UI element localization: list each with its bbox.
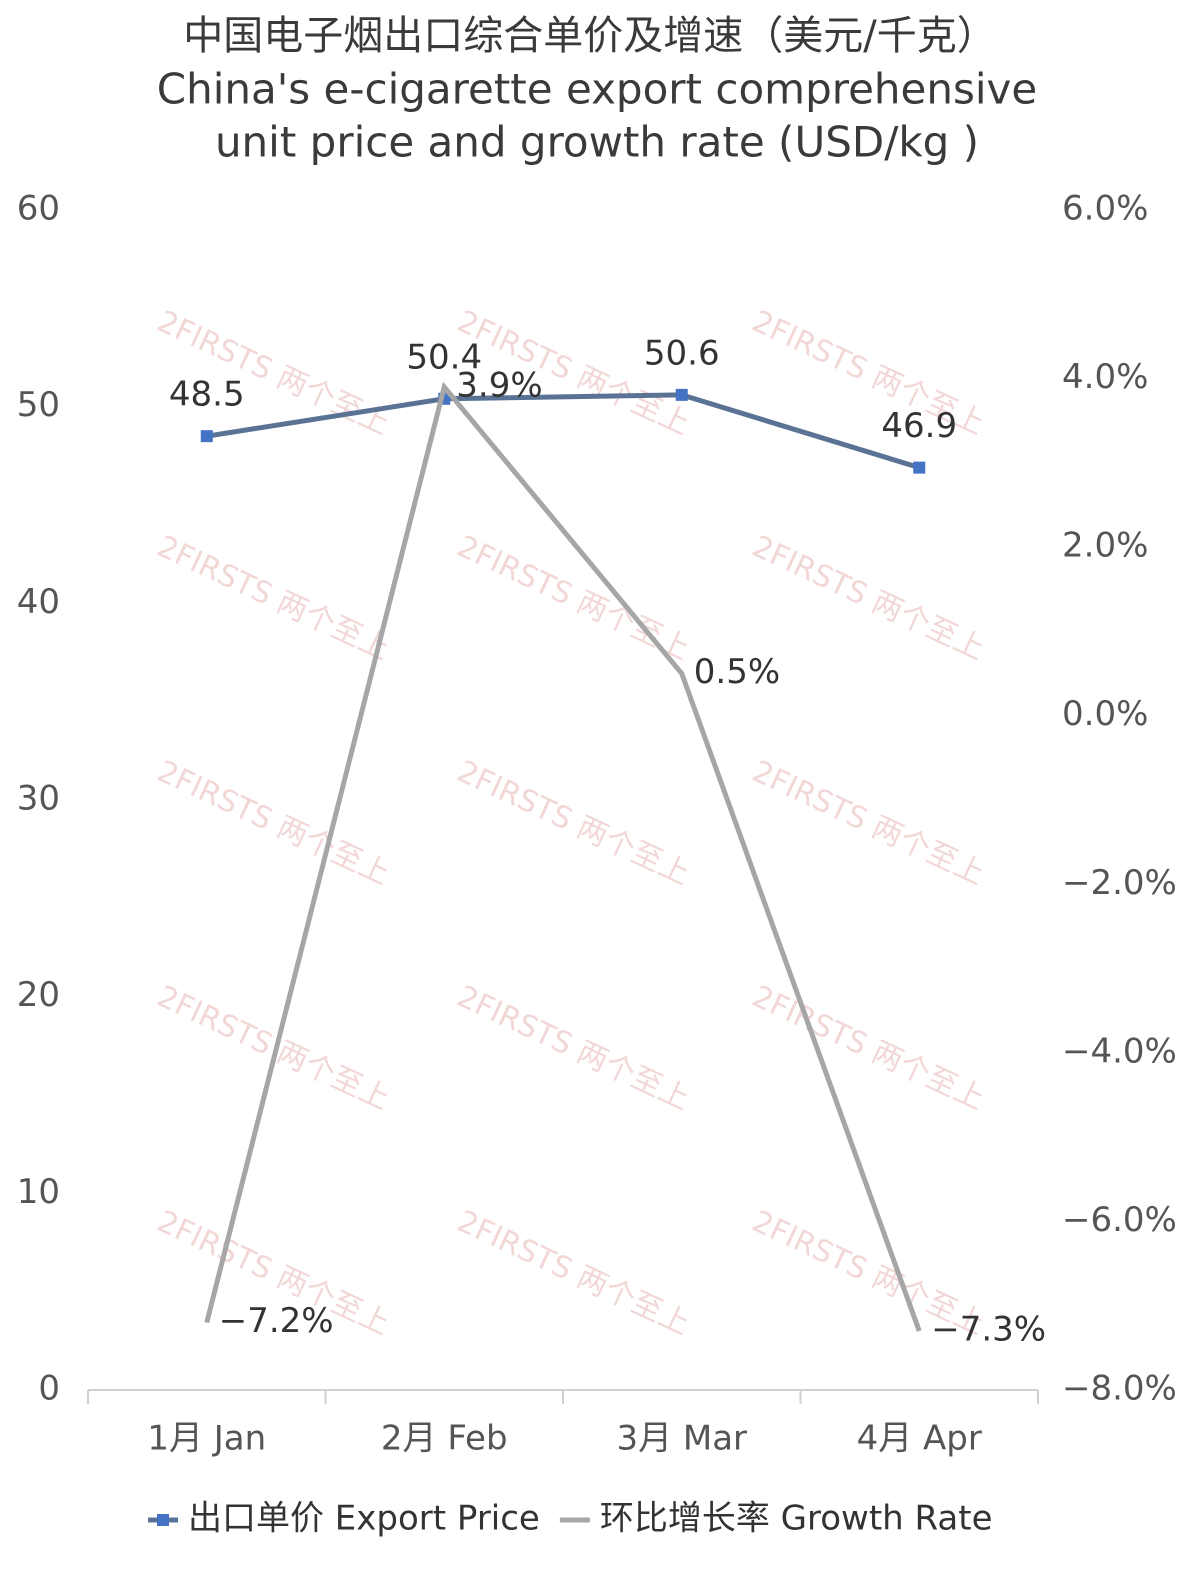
data-label: −7.3% [931, 1310, 1046, 1350]
watermark: 2FIRSTS 两个至上 [747, 529, 990, 667]
y-tick-label: 50 [17, 385, 60, 425]
data-label: 50.4 [406, 337, 482, 377]
watermark: 2FIRSTS 两个至上 [452, 979, 695, 1117]
point-marker [913, 461, 926, 474]
x-tick-label: 1月 Jan [147, 1419, 266, 1459]
y2-tick-label: 2.0% [1062, 526, 1148, 566]
legend-label: 出口单价 Export Price [188, 1499, 540, 1539]
point-marker [675, 388, 688, 401]
y2-tick-label: −4.0% [1062, 1031, 1177, 1071]
data-label: 48.5 [169, 375, 245, 415]
y-tick-label: 20 [17, 975, 60, 1015]
y2-tick-label: 6.0% [1062, 189, 1148, 229]
x-tick-label: 3月 Mar [616, 1419, 747, 1459]
data-label: 3.9% [456, 366, 542, 406]
data-label: −7.2% [219, 1301, 334, 1341]
y-tick-label: 10 [17, 1172, 60, 1212]
y-tick-label: 30 [17, 779, 60, 819]
x-tick-label: 4月 Apr [857, 1419, 982, 1459]
x-tick-label: 2月 Feb [381, 1419, 508, 1459]
point-marker [200, 430, 213, 443]
y2-tick-label: 0.0% [1062, 694, 1148, 734]
watermark: 2FIRSTS 两个至上 [452, 754, 695, 892]
data-label: 46.9 [881, 406, 957, 446]
y2-tick-label: 4.0% [1062, 357, 1148, 397]
watermark: 2FIRSTS 两个至上 [747, 979, 990, 1117]
legend-label: 环比增长率 Growth Rate [600, 1499, 993, 1539]
y-tick-label: 0 [38, 1369, 60, 1409]
data-label: 50.6 [644, 333, 720, 373]
watermark: 2FIRSTS 两个至上 [152, 979, 395, 1117]
watermark: 2FIRSTS 两个至上 [152, 529, 395, 667]
y2-tick-label: −8.0% [1062, 1369, 1177, 1409]
legend-marker [157, 1514, 169, 1526]
series-line [206, 392, 920, 471]
y-tick-label: 60 [17, 189, 60, 229]
y-tick-label: 40 [17, 582, 60, 622]
chart-subtitle: unit price and growth rate (USD/kg ) [215, 118, 979, 167]
y2-tick-label: −6.0% [1062, 1200, 1177, 1240]
series-line [204, 381, 922, 1332]
chart-subtitle: China's e-cigarette export comprehensive [157, 65, 1037, 114]
chart-title: 中国电子烟出口综合单价及增速（美元/千克） [183, 13, 996, 59]
watermark: 2FIRSTS 两个至上 [152, 754, 395, 892]
watermark: 2FIRSTS 两个至上 [152, 304, 395, 442]
data-label: 0.5% [694, 652, 780, 692]
y2-tick-label: −2.0% [1062, 863, 1177, 903]
watermark: 2FIRSTS 两个至上 [747, 754, 990, 892]
watermark: 2FIRSTS 两个至上 [452, 1204, 695, 1342]
